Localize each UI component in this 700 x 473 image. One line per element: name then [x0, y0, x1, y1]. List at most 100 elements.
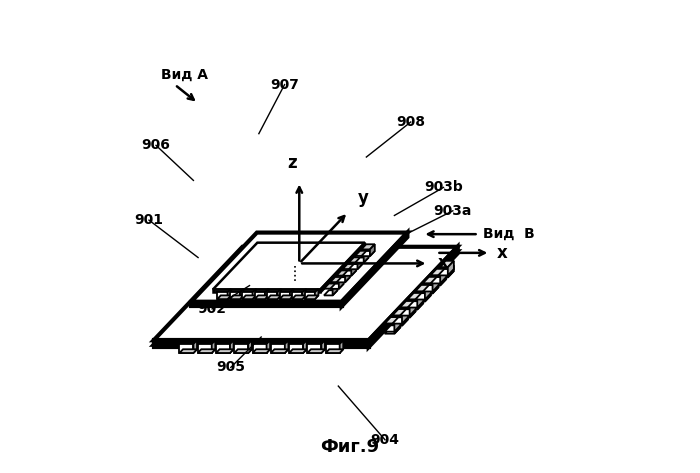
Polygon shape — [154, 247, 458, 340]
Polygon shape — [198, 344, 211, 353]
Polygon shape — [385, 327, 400, 333]
Polygon shape — [438, 269, 454, 275]
Text: x: x — [438, 254, 449, 272]
Text: 907: 907 — [270, 78, 299, 92]
Polygon shape — [289, 349, 307, 353]
Polygon shape — [302, 289, 306, 299]
Polygon shape — [392, 319, 408, 325]
Polygon shape — [355, 257, 369, 263]
Polygon shape — [339, 277, 344, 289]
Polygon shape — [430, 279, 446, 285]
Polygon shape — [242, 292, 253, 299]
Polygon shape — [271, 349, 288, 353]
Polygon shape — [289, 344, 303, 353]
Polygon shape — [369, 251, 458, 347]
Polygon shape — [417, 293, 424, 307]
Polygon shape — [430, 277, 446, 283]
Polygon shape — [191, 237, 407, 306]
Polygon shape — [392, 309, 408, 315]
Polygon shape — [402, 309, 408, 324]
Polygon shape — [290, 289, 293, 299]
Polygon shape — [400, 311, 416, 317]
Polygon shape — [423, 285, 439, 291]
Polygon shape — [415, 285, 431, 291]
Polygon shape — [303, 340, 307, 353]
Polygon shape — [253, 349, 270, 353]
Polygon shape — [324, 283, 337, 289]
Polygon shape — [355, 251, 369, 256]
Polygon shape — [326, 344, 340, 353]
Polygon shape — [228, 289, 231, 299]
Polygon shape — [361, 244, 374, 249]
Text: 906: 906 — [141, 138, 170, 152]
Polygon shape — [364, 251, 369, 263]
Polygon shape — [191, 302, 342, 306]
Polygon shape — [307, 344, 321, 353]
Polygon shape — [230, 292, 240, 299]
Polygon shape — [407, 301, 424, 307]
Polygon shape — [253, 344, 267, 353]
Polygon shape — [191, 233, 407, 302]
Polygon shape — [407, 303, 424, 309]
Polygon shape — [330, 277, 344, 282]
Polygon shape — [240, 289, 244, 299]
Polygon shape — [415, 295, 431, 301]
Polygon shape — [410, 301, 416, 315]
Text: 908: 908 — [396, 115, 426, 129]
Text: y: y — [358, 189, 368, 207]
Polygon shape — [402, 314, 408, 325]
Polygon shape — [342, 233, 407, 306]
Polygon shape — [255, 292, 265, 299]
Polygon shape — [343, 271, 356, 276]
Polygon shape — [345, 271, 350, 282]
Polygon shape — [337, 277, 350, 282]
Text: z: z — [288, 154, 297, 172]
Polygon shape — [154, 251, 458, 345]
Polygon shape — [340, 340, 343, 353]
Polygon shape — [230, 296, 244, 299]
Polygon shape — [438, 261, 454, 267]
Polygon shape — [304, 292, 315, 299]
Polygon shape — [361, 251, 374, 256]
Polygon shape — [440, 273, 446, 285]
Polygon shape — [234, 344, 248, 353]
Polygon shape — [423, 277, 439, 283]
Polygon shape — [211, 340, 216, 353]
Polygon shape — [279, 292, 290, 299]
Polygon shape — [179, 349, 197, 353]
Polygon shape — [277, 289, 281, 299]
Polygon shape — [154, 345, 369, 347]
Polygon shape — [425, 289, 431, 301]
Polygon shape — [242, 296, 256, 299]
Polygon shape — [349, 257, 363, 263]
Text: 903b: 903b — [424, 180, 463, 194]
Text: 904: 904 — [370, 433, 400, 447]
Polygon shape — [433, 281, 439, 293]
Polygon shape — [394, 322, 400, 333]
Polygon shape — [285, 340, 288, 353]
Polygon shape — [332, 283, 337, 296]
Polygon shape — [279, 296, 293, 299]
Polygon shape — [234, 349, 252, 353]
Text: x: x — [497, 244, 508, 262]
Polygon shape — [292, 292, 302, 299]
Polygon shape — [392, 317, 408, 324]
Polygon shape — [385, 317, 400, 324]
Polygon shape — [351, 264, 356, 276]
Polygon shape — [321, 243, 365, 292]
Polygon shape — [271, 344, 285, 353]
Polygon shape — [440, 269, 446, 283]
Polygon shape — [248, 340, 252, 353]
Polygon shape — [385, 325, 400, 332]
Polygon shape — [198, 349, 216, 353]
Polygon shape — [358, 257, 363, 269]
Polygon shape — [423, 287, 439, 293]
Polygon shape — [230, 340, 234, 353]
Polygon shape — [369, 247, 458, 344]
Polygon shape — [216, 349, 234, 353]
Polygon shape — [324, 290, 337, 296]
Polygon shape — [255, 296, 269, 299]
Text: 905: 905 — [216, 360, 245, 375]
Polygon shape — [438, 271, 454, 277]
Polygon shape — [370, 244, 374, 256]
